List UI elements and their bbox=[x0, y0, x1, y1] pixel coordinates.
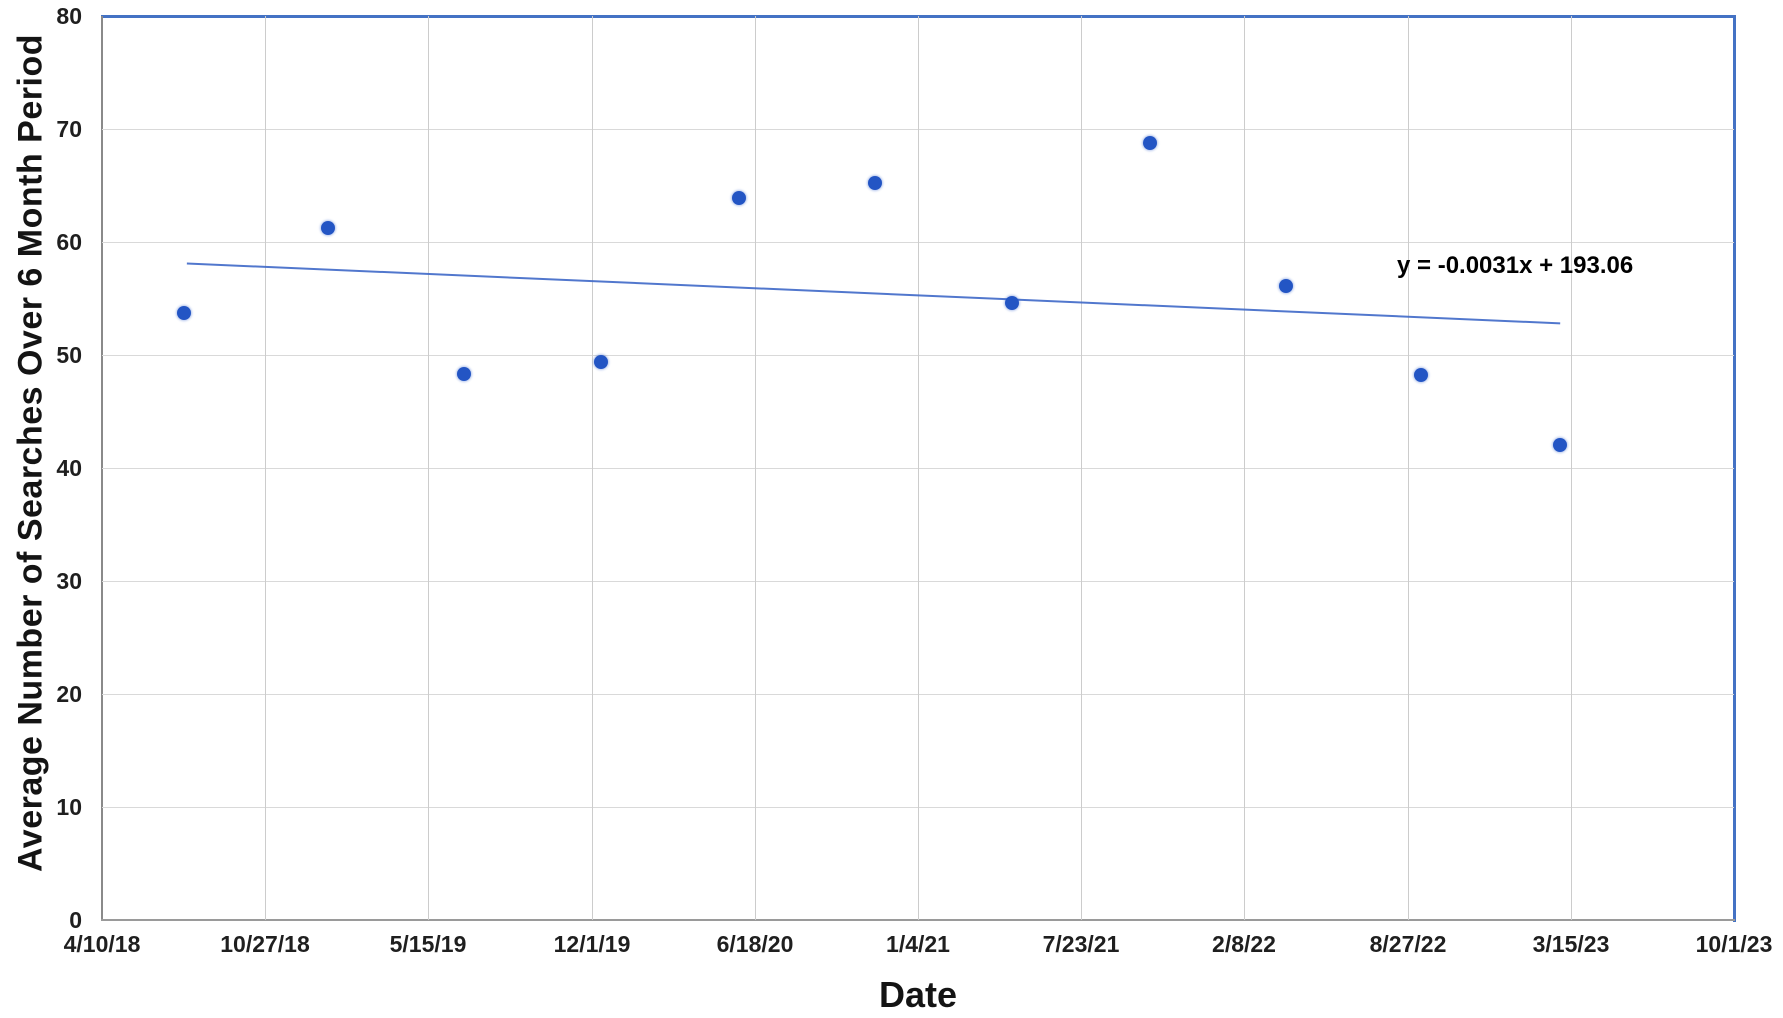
vertical-gridline bbox=[265, 16, 266, 920]
data-point bbox=[1553, 438, 1567, 452]
x-tick-label: 8/27/22 bbox=[1369, 931, 1447, 957]
data-point bbox=[457, 367, 471, 381]
y-tick-label: 60 bbox=[56, 229, 82, 255]
trendline bbox=[186, 262, 1561, 325]
vertical-gridline bbox=[1408, 16, 1409, 920]
vertical-gridline bbox=[428, 16, 429, 920]
y-tick-label: 80 bbox=[56, 3, 82, 29]
vertical-gridline bbox=[1571, 16, 1572, 920]
data-point bbox=[177, 306, 191, 320]
x-axis-line bbox=[101, 919, 1735, 921]
x-tick-label: 3/15/23 bbox=[1532, 931, 1610, 957]
x-tick-label: 2/8/22 bbox=[1212, 931, 1276, 957]
y-tick-label: 70 bbox=[56, 116, 82, 142]
data-point bbox=[321, 221, 335, 235]
data-point bbox=[1414, 368, 1428, 382]
data-point bbox=[868, 176, 882, 190]
y-tick-label: 0 bbox=[69, 907, 82, 933]
x-tick-label: 6/18/20 bbox=[716, 931, 794, 957]
y-tick-label: 50 bbox=[56, 342, 82, 368]
y-tick-label: 10 bbox=[56, 794, 82, 820]
x-tick-label: 10/1/23 bbox=[1695, 931, 1773, 957]
data-point bbox=[1279, 279, 1293, 293]
y-tick-label: 30 bbox=[56, 568, 82, 594]
plot-border-right bbox=[1733, 15, 1736, 922]
x-axis-title: Date bbox=[878, 974, 958, 1015]
vertical-gridline bbox=[1081, 16, 1082, 920]
vertical-gridline bbox=[755, 16, 756, 920]
x-tick-label: 4/10/18 bbox=[63, 931, 141, 957]
x-tick-label: 12/1/19 bbox=[553, 931, 631, 957]
x-tick-label: 10/27/18 bbox=[220, 931, 310, 957]
vertical-gridline bbox=[592, 16, 593, 920]
data-point bbox=[732, 191, 746, 205]
data-point bbox=[1143, 136, 1157, 150]
vertical-gridline bbox=[1244, 16, 1245, 920]
trendline-equation-label: y = -0.0031x + 193.06 bbox=[1397, 252, 1634, 279]
x-tick-label: 1/4/21 bbox=[886, 931, 950, 957]
data-point bbox=[1005, 296, 1019, 310]
vertical-gridline bbox=[918, 16, 919, 920]
data-point bbox=[594, 355, 608, 369]
x-tick-label: 5/15/19 bbox=[389, 931, 467, 957]
y-tick-label: 40 bbox=[56, 455, 82, 481]
y-tick-label: 20 bbox=[56, 681, 82, 707]
x-tick-label: 7/23/21 bbox=[1042, 931, 1120, 957]
y-axis-title: Average Number of Searches Over 6 Month … bbox=[11, 34, 50, 872]
